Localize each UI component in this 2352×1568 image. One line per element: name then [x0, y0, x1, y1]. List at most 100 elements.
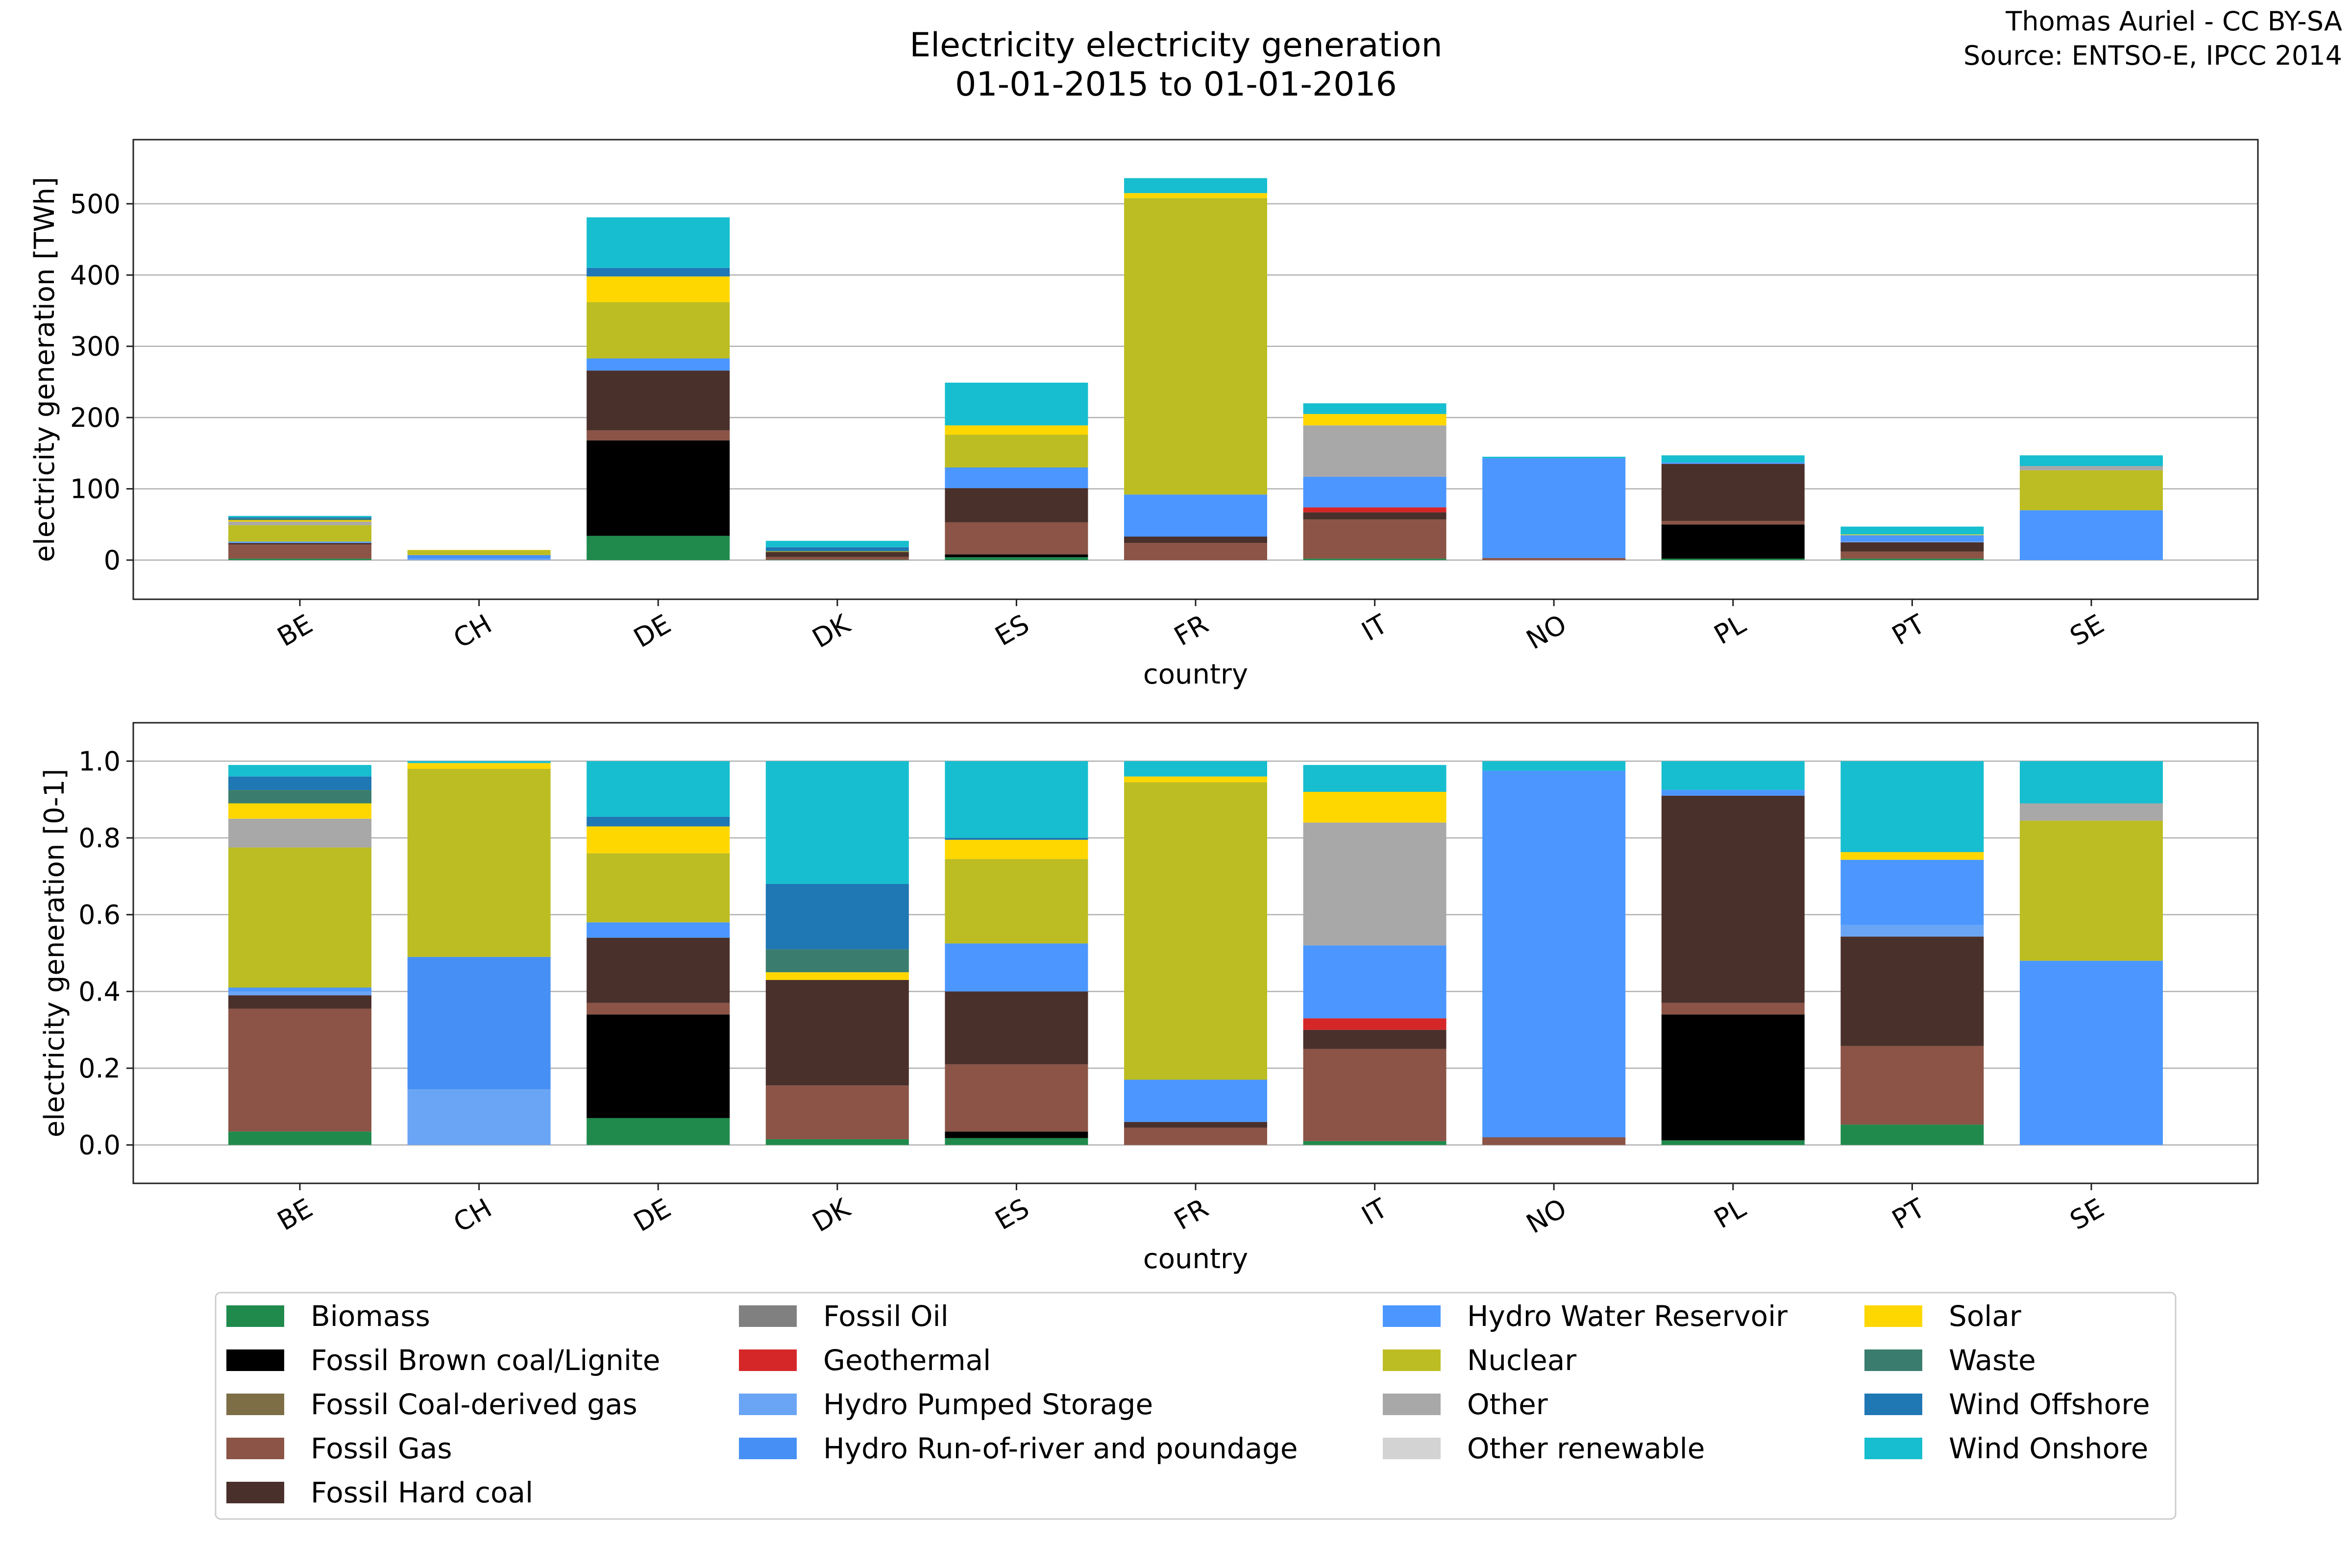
share-bar-be-fossil-hard-coal	[228, 995, 371, 1009]
legend-item-fossil-brown-coal-lignite: Fossil Brown coal/Lignite	[226, 1344, 660, 1377]
legend-item-fossil-oil: Fossil Oil	[739, 1299, 949, 1333]
share-bar-se-nuclear	[2020, 820, 2163, 961]
absolute-bar-pl-hydro-water-reservoir	[1661, 462, 1805, 464]
legend-label-fossil-gas: Fossil Gas	[311, 1432, 452, 1465]
share-bar-de-hydro-water-reservoir	[587, 922, 730, 938]
absolute-bar-be-fossil-gas	[228, 544, 371, 559]
share-y-axis: 0.0 0.2 0.4 0.6 0.8 1.0	[78, 746, 133, 1161]
share-bar-de-fossil-gas	[587, 1003, 730, 1015]
legend-item-biomass: Biomass	[226, 1299, 430, 1333]
share-y-tick-label: 0.0	[78, 1130, 121, 1161]
absolute-x-axis: BE CH DE DK ES FR IT NO PL PT SE	[272, 599, 2109, 656]
absolute-bar-dk-wind-onshore	[765, 540, 909, 547]
absolute-y-tick-label: 0	[104, 545, 121, 576]
absolute-y-axis-label: electricity generation [TWh]	[29, 177, 61, 562]
share-bars	[228, 761, 2163, 1145]
legend-label-nuclear: Nuclear	[1467, 1344, 1576, 1377]
share-bar-pt-wind-onshore	[1840, 761, 1984, 852]
share-bar-es-solar	[945, 839, 1088, 859]
absolute-bar-de-biomass	[587, 536, 730, 561]
absolute-bar-pl-fossil-brown-coal-lignite	[1661, 524, 1805, 559]
absolute-bar-fr-nuclear	[1124, 198, 1267, 495]
legend-label-geothermal: Geothermal	[823, 1344, 991, 1377]
share-y-axis-label: electricity generation [0-1]	[39, 769, 71, 1138]
share-bar-pt-hydro-pumped-storage	[1840, 925, 1984, 937]
share-x-axis-label: country	[1143, 1243, 1248, 1275]
share-x-tick-label-fr: FR	[1169, 1193, 1214, 1236]
absolute-bar-fr-wind-onshore	[1124, 178, 1267, 194]
legend-swatch-wind-offshore	[1864, 1394, 1922, 1415]
share-bar-it-hydro-water-reservoir	[1303, 945, 1446, 1019]
absolute-bar-pt-biomass	[1840, 559, 1984, 561]
absolute-bar-be-biomass	[228, 559, 371, 561]
absolute-x-tick-label-se: SE	[2065, 609, 2109, 652]
share-x-tick-label-de: DE	[629, 1193, 676, 1238]
absolute-bar-es-solar	[945, 425, 1088, 435]
share-bar-de-fossil-brown-coal-lignite	[587, 1014, 730, 1118]
absolute-bar-it-other	[1303, 425, 1446, 477]
absolute-x-tick-label-pt: PT	[1887, 608, 1931, 651]
share-bar-dk-wind-offshore	[765, 884, 909, 950]
share-bar-pt-fossil-gas	[1840, 1046, 1984, 1125]
share-bar-ch-solar	[407, 763, 551, 769]
share-bar-fr-solar	[1124, 776, 1267, 783]
absolute-x-tick-label-pl: PL	[1709, 609, 1751, 651]
absolute-x-tick-label-ch: CH	[448, 609, 497, 655]
absolute-bar-se-other	[2020, 466, 2163, 470]
share-bar-dk-fossil-gas	[765, 1085, 909, 1139]
absolute-bar-pt-hydro-water-reservoir	[1840, 535, 1984, 542]
share-bar-dk-wind-onshore	[765, 761, 909, 884]
absolute-bar-it-geothermal	[1303, 507, 1446, 513]
absolute-bar-dk-wind-offshore	[765, 547, 909, 551]
share-bar-ch-wind-onshore	[407, 761, 551, 763]
absolute-bar-se-nuclear	[2020, 470, 2163, 511]
share-bar-no-wind-onshore	[1482, 761, 1626, 771]
share-bar-es-wind-offshore	[945, 838, 1088, 840]
absolute-bar-fr-fossil-hard-coal	[1124, 537, 1267, 543]
legend-item-fossil-hard-coal: Fossil Hard coal	[226, 1476, 533, 1509]
share-y-tick-label: 0.8	[78, 823, 121, 854]
share-y-tick-label: 0.2	[78, 1053, 121, 1084]
share-bar-pl-fossil-hard-coal	[1661, 795, 1805, 1003]
share-bar-de-nuclear	[587, 853, 730, 923]
absolute-bar-be-hydro-water-reservoir	[228, 541, 371, 542]
absolute-y-tick-label: 500	[70, 189, 121, 220]
absolute-x-axis-label: country	[1143, 659, 1248, 690]
legend-item-wind-onshore: Wind Onshore	[1864, 1432, 2148, 1465]
legend-label-hydro-water-reservoir: Hydro Water Reservoir	[1467, 1299, 1788, 1333]
absolute-bar-it-fossil-gas	[1303, 519, 1446, 559]
legend-label-other-renewable: Other renewable	[1467, 1432, 1705, 1465]
legend-label-hydro-pumped-storage: Hydro Pumped Storage	[823, 1388, 1153, 1421]
legend-label-biomass: Biomass	[311, 1299, 430, 1333]
share-bar-pl-fossil-brown-coal-lignite	[1661, 1014, 1805, 1141]
share-bar-dk-solar	[765, 972, 909, 980]
share-bar-fr-wind-onshore	[1124, 761, 1267, 777]
share-bar-se-hydro-water-reservoir	[2020, 960, 2163, 1145]
share-bar-pl-hydro-water-reservoir	[1661, 790, 1805, 796]
absolute-bar-be-hydro-pumped-storage	[228, 542, 371, 543]
share-bar-be-hydro-pumped-storage	[228, 991, 371, 996]
share-y-tick-label: 0.6	[78, 900, 121, 931]
absolute-bar-ch-hydro-pumped-storage	[407, 559, 551, 561]
absolute-bar-dk-fossil-hard-coal	[765, 552, 909, 557]
legend-swatch-hydro-water-reservoir	[1383, 1305, 1441, 1327]
legend-item-fossil-coal-derived-gas: Fossil Coal-derived gas	[226, 1388, 637, 1421]
legend-label-solar: Solar	[1949, 1299, 2021, 1333]
absolute-bar-be-waste	[228, 518, 371, 520]
absolute-bar-be-other	[228, 521, 371, 525]
legend-swatch-other	[1383, 1394, 1441, 1415]
absolute-bar-es-hydro-water-reservoir	[945, 467, 1088, 489]
absolute-bar-it-solar	[1303, 414, 1446, 426]
legend-swatch-fossil-oil	[739, 1305, 797, 1327]
share-bar-fr-nuclear	[1124, 782, 1267, 1080]
absolute-bar-pt-wind-onshore	[1840, 526, 1984, 535]
legend-swatch-fossil-brown-coal-lignite	[226, 1349, 284, 1371]
share-x-tick-label-dk: DK	[807, 1192, 856, 1238]
legend-label-waste: Waste	[1949, 1344, 2036, 1377]
absolute-y-tick-label: 300	[70, 331, 121, 362]
absolute-bar-dk-fossil-gas	[765, 557, 909, 560]
share-bar-it-wind-onshore	[1303, 765, 1446, 792]
legend-item-hydro-pumped-storage: Hydro Pumped Storage	[739, 1388, 1153, 1421]
credit-source: Source: ENTSO-E, IPCC 2014	[1963, 40, 2342, 71]
